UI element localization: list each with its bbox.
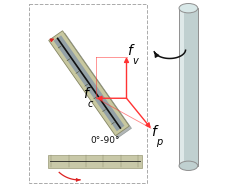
Polygon shape bbox=[49, 31, 129, 136]
Polygon shape bbox=[54, 35, 124, 131]
Bar bbox=[48, 155, 142, 168]
Text: f: f bbox=[83, 88, 88, 101]
Ellipse shape bbox=[179, 161, 198, 170]
Text: 0°-90°: 0°-90° bbox=[91, 136, 120, 145]
Bar bbox=[180, 10, 184, 164]
Polygon shape bbox=[51, 33, 132, 138]
Text: c: c bbox=[88, 99, 94, 109]
Bar bbox=[179, 8, 198, 166]
Text: f: f bbox=[151, 125, 156, 139]
Text: p: p bbox=[156, 137, 162, 147]
Text: v: v bbox=[132, 56, 138, 66]
Bar bbox=[29, 5, 147, 183]
Ellipse shape bbox=[179, 4, 198, 13]
Text: f: f bbox=[127, 44, 132, 58]
